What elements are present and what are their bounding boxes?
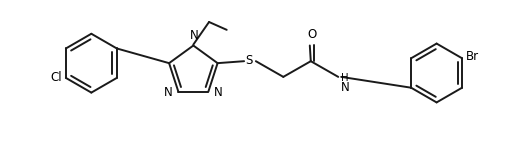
Text: N: N — [341, 81, 350, 94]
Text: N: N — [214, 86, 223, 99]
Text: S: S — [245, 54, 253, 67]
Text: Br: Br — [466, 50, 479, 63]
Text: O: O — [307, 28, 317, 41]
Text: N: N — [164, 86, 173, 99]
Text: H: H — [341, 73, 349, 83]
Text: N: N — [190, 29, 198, 42]
Text: Cl: Cl — [50, 71, 62, 84]
